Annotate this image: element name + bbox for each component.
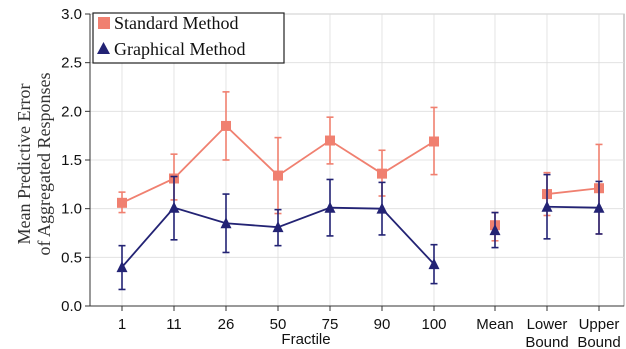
legend-triangle-marker bbox=[97, 42, 110, 54]
graphical-method-point-3 bbox=[272, 221, 284, 233]
x-tick-label-3: 50 bbox=[270, 316, 287, 333]
series-1 bbox=[116, 173, 605, 291]
standard-method-point-3 bbox=[273, 170, 283, 181]
y-tick-label-4: 2.0 bbox=[61, 103, 82, 120]
graphical-method-point-4 bbox=[324, 201, 336, 213]
x-tick-label-line: 26 bbox=[218, 316, 235, 333]
x-tick-label-6: 100 bbox=[421, 316, 446, 333]
y-axis-title-line-1: Mean Predictive Error bbox=[14, 84, 34, 245]
x-tick-label-line: 75 bbox=[322, 316, 339, 333]
x-tick-label-line: 90 bbox=[374, 316, 391, 333]
legend-label-standard: Standard Method bbox=[114, 13, 238, 33]
graphical-method-line-1 bbox=[546, 205, 600, 209]
x-tick-label-line: Lower bbox=[527, 316, 568, 333]
x-tick-label-line: Upper bbox=[579, 316, 620, 333]
x-tick-label-line: Mean bbox=[476, 316, 514, 333]
standard-method-point-2 bbox=[221, 120, 231, 131]
y-tick-label-5: 2.5 bbox=[61, 55, 82, 72]
graphical-method-point-1 bbox=[168, 201, 180, 213]
x-tick-label-8: Lower Bound bbox=[525, 316, 568, 349]
y-tick-label-2: 1.0 bbox=[61, 201, 82, 218]
graphical-method-point-0 bbox=[116, 261, 128, 273]
y-axis-title-line-2: of Aggregated Responses bbox=[34, 73, 54, 256]
graphical-method-point-8 bbox=[541, 200, 553, 212]
legend-box bbox=[92, 12, 285, 64]
x-tick-label-line: Bound bbox=[525, 334, 568, 349]
legend: Standard Method Graphical Method bbox=[92, 12, 285, 64]
standard-method-point-6 bbox=[429, 136, 439, 147]
x-axis-title: Fractile bbox=[281, 331, 330, 348]
graphical-method-point-6 bbox=[428, 258, 440, 270]
x-tick-label-4: 75 bbox=[322, 316, 339, 333]
x-tick-label-0: 1 bbox=[118, 316, 126, 333]
graphical-method-point-7 bbox=[489, 224, 501, 236]
y-axis: 0.0 0.5 1.0 1.5 2.0 2.5 3.0 bbox=[61, 6, 91, 315]
y-tick-label-0: 0.0 bbox=[61, 298, 82, 315]
legend-square-marker bbox=[98, 17, 110, 29]
standard-method-point-5 bbox=[377, 168, 387, 179]
legend-label-graphical: Graphical Method bbox=[114, 39, 245, 59]
standard-method-point-4 bbox=[325, 135, 335, 146]
standard-method-line-1 bbox=[546, 187, 600, 195]
y-tick-label-3: 1.5 bbox=[61, 152, 82, 169]
x-tick-label-9: Upper Bound bbox=[577, 316, 620, 349]
standard-method-point-0 bbox=[117, 197, 127, 208]
x-tick-label-line: Bound bbox=[577, 334, 620, 349]
x-tick-label-7: Mean bbox=[476, 316, 514, 333]
x-tick-label-2: 26 bbox=[218, 316, 235, 333]
x-tick-label-line: 50 bbox=[270, 316, 287, 333]
x-tick-label-5: 90 bbox=[374, 316, 391, 333]
graphical-method-point-5 bbox=[376, 202, 388, 214]
graphical-method-point-2 bbox=[220, 217, 232, 229]
y-tick-label-6: 3.0 bbox=[61, 6, 82, 23]
series-group bbox=[116, 91, 605, 291]
y-tick-label-1: 0.5 bbox=[61, 249, 82, 266]
x-tick-label-line: 11 bbox=[166, 316, 182, 333]
x-tick-label-line: 1 bbox=[118, 316, 126, 333]
graphical-method-point-9 bbox=[593, 201, 605, 213]
x-tick-label-1: 11 bbox=[166, 316, 182, 333]
x-tick-label-line: 100 bbox=[421, 316, 446, 333]
